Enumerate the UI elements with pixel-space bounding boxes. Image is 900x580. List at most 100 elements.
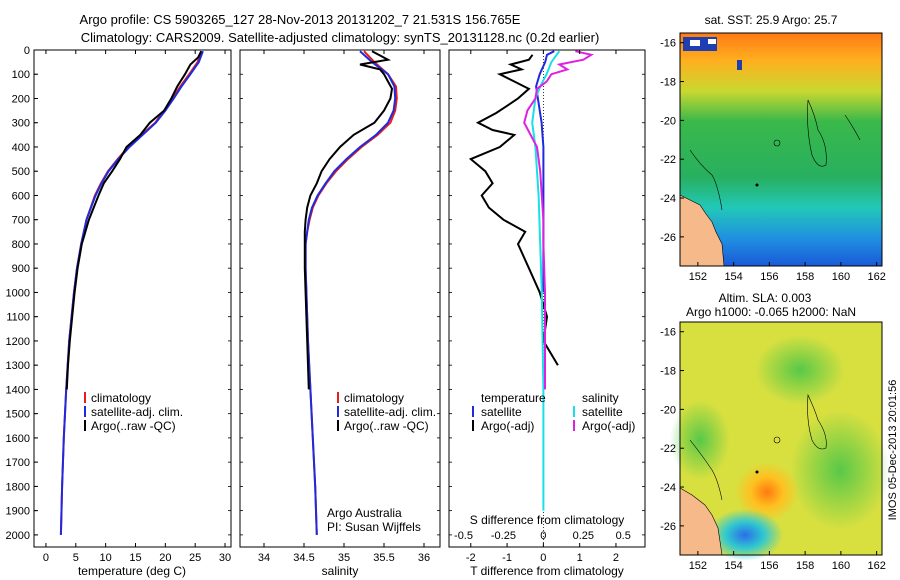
pi-label: PI: Susan Wijffels: [327, 520, 421, 534]
argo-position-marker: [755, 183, 759, 187]
salinity-x-axis: 34 34.5 35 35.5 36: [258, 50, 430, 564]
lon-tick-label: 152: [689, 560, 707, 572]
lon-tick-label: 158: [796, 271, 814, 283]
depth-tick-label: 0: [24, 45, 30, 57]
legend-climatology-label: climatology: [91, 391, 151, 405]
lon-tick-label: 154: [724, 560, 742, 572]
reef-contour: [689, 149, 723, 211]
legend-satellite-label: satellite-adj. clim.: [344, 405, 436, 419]
s-tick-label: 0.5: [616, 530, 631, 542]
legend-argo-label: Argo(..raw -QC): [91, 419, 176, 433]
s-tick-label: 0.25: [573, 530, 594, 542]
reef-contour: [844, 114, 861, 141]
lat-tick-label: -16: [660, 327, 676, 339]
depth-axis: 0 100 200 300 400 500 600 700 800 900 1000 1100 1200…: [6, 45, 38, 542]
sst-cloud-pixel: [690, 40, 700, 46]
salinity-legend: climatology satellite-adj. clim. Argo(..…: [337, 391, 436, 433]
x-tick-label: 34.5: [293, 552, 314, 564]
depth-tick-label: 300: [12, 118, 30, 130]
depth-tick-label: 600: [12, 190, 30, 202]
x-tick-label: 35.5: [373, 552, 394, 564]
s-tick-label: 0: [540, 530, 546, 542]
series-line-s-argo-adj-: [523, 50, 594, 390]
legend-s-argo-label: Argo(-adj): [582, 419, 635, 433]
x-tick-label: 5: [73, 552, 79, 564]
argo-position-marker: [755, 470, 759, 474]
lat-tick-label: -16: [660, 38, 676, 50]
s-difference-xlabel: S difference from climatology: [470, 513, 625, 527]
lat-tick-label: -22: [660, 443, 676, 455]
depth-tick-label: 400: [12, 142, 30, 154]
lat-tick-label: -24: [660, 482, 676, 494]
lon-tick-label: 158: [796, 560, 814, 572]
reef-contour: [807, 99, 827, 167]
depth-tick-label: 200: [12, 93, 30, 105]
lon-tick-label: 160: [832, 271, 850, 283]
lon-tick-label: 152: [689, 271, 707, 283]
reef-contour: [773, 139, 781, 147]
t-difference-xlabel: T difference from climatology: [470, 564, 624, 578]
sla-map-title-1: Altim. SLA: 0.003: [719, 291, 812, 305]
lon-tick-label: 160: [832, 560, 850, 572]
temperature-panel-frame: [33, 49, 232, 548]
legend-satellite-label: satellite-adj. clim.: [91, 405, 183, 419]
sst-map: [679, 32, 883, 267]
sla-anomaly: [755, 335, 845, 405]
lat-tick-label: -24: [660, 193, 676, 205]
salinity-panel-frame: [239, 49, 441, 548]
temperature-xlabel: temperature (deg C): [78, 564, 186, 578]
temperature-legend: climatology satellite-adj. clim. Argo(..…: [84, 391, 183, 433]
sst-map-title: sat. SST: 25.9 Argo: 25.7: [705, 13, 838, 27]
legend-s-satellite-label: satellite: [582, 405, 623, 419]
lat-tick-label: -20: [660, 404, 676, 416]
temperature-plot: [34, 49, 231, 536]
series-line-argo-raw-qc-: [303, 50, 394, 390]
s-tick-label: -0.25: [491, 530, 516, 542]
depth-tick-label: 1500: [6, 409, 30, 421]
depth-tick-label: 1100: [6, 312, 30, 324]
lat-tick-label: -18: [660, 77, 676, 89]
depth-tick-label: 1200: [6, 336, 30, 348]
x-tick-label: 2: [613, 552, 619, 564]
legend-argo-label: Argo(..raw -QC): [344, 419, 429, 433]
depth-tick-label: 1700: [6, 457, 30, 469]
x-tick-label: 10: [100, 552, 112, 564]
x-tick-label: 1: [577, 552, 583, 564]
difference-legend: temperature satellite Argo(-adj) salinit…: [472, 391, 635, 433]
lat-tick-label: -20: [660, 115, 676, 127]
reef-contour: [773, 436, 781, 444]
x-tick-label: 25: [189, 552, 201, 564]
x-tick-label: 20: [159, 552, 171, 564]
depth-tick-label: 1000: [6, 287, 30, 299]
x-tick-label: 30: [219, 552, 231, 564]
depth-tick-label: 500: [12, 166, 30, 178]
figure-title-line1: Argo profile: CS 5903265_127 28-Nov-2013…: [80, 12, 521, 27]
x-tick-label: -1: [502, 552, 512, 564]
imos-timestamp: IMOS 05-Dec-2013 20:01:56: [887, 380, 899, 521]
depth-tick-label: 700: [12, 215, 30, 227]
salinity-xlabel: salinity: [322, 564, 359, 578]
temperature-x-axis: 0 5 10 15 20 25 30: [43, 50, 231, 564]
difference-panel-frame: [448, 49, 646, 548]
x-tick-label: 15: [129, 552, 141, 564]
lat-tick-label: -18: [660, 366, 676, 378]
legend-climatology-label: climatology: [344, 391, 404, 405]
salinity-plot: [240, 49, 440, 536]
legend-salinity-title: salinity: [582, 391, 619, 405]
sla-anomaly: [670, 400, 730, 480]
series-line-satellite-adj-clim-: [304, 50, 397, 535]
sla-anomaly: [707, 509, 783, 561]
sst-map-axes: 152 154 156 158 160 162 -16 -18 -20 -22 -24 -26: [660, 38, 886, 283]
x-tick-label: 35: [338, 552, 350, 564]
sla-map: [670, 321, 890, 561]
depth-tick-label: 800: [12, 239, 30, 251]
x-tick-label: -2: [466, 552, 476, 564]
figure-title-line2: Climatology: CARS2009. Satellite-adjuste…: [81, 30, 600, 45]
x-tick-label: 36: [418, 552, 430, 564]
depth-tick-label: 1600: [6, 433, 30, 445]
sla-map-title-2: Argo h1000: -0.065 h2000: NaN: [686, 305, 856, 319]
sst-cloud-pixel: [737, 60, 742, 70]
difference-x-axis: -2 -1 0 1 2: [466, 50, 619, 564]
lat-tick-label: -26: [660, 521, 676, 533]
